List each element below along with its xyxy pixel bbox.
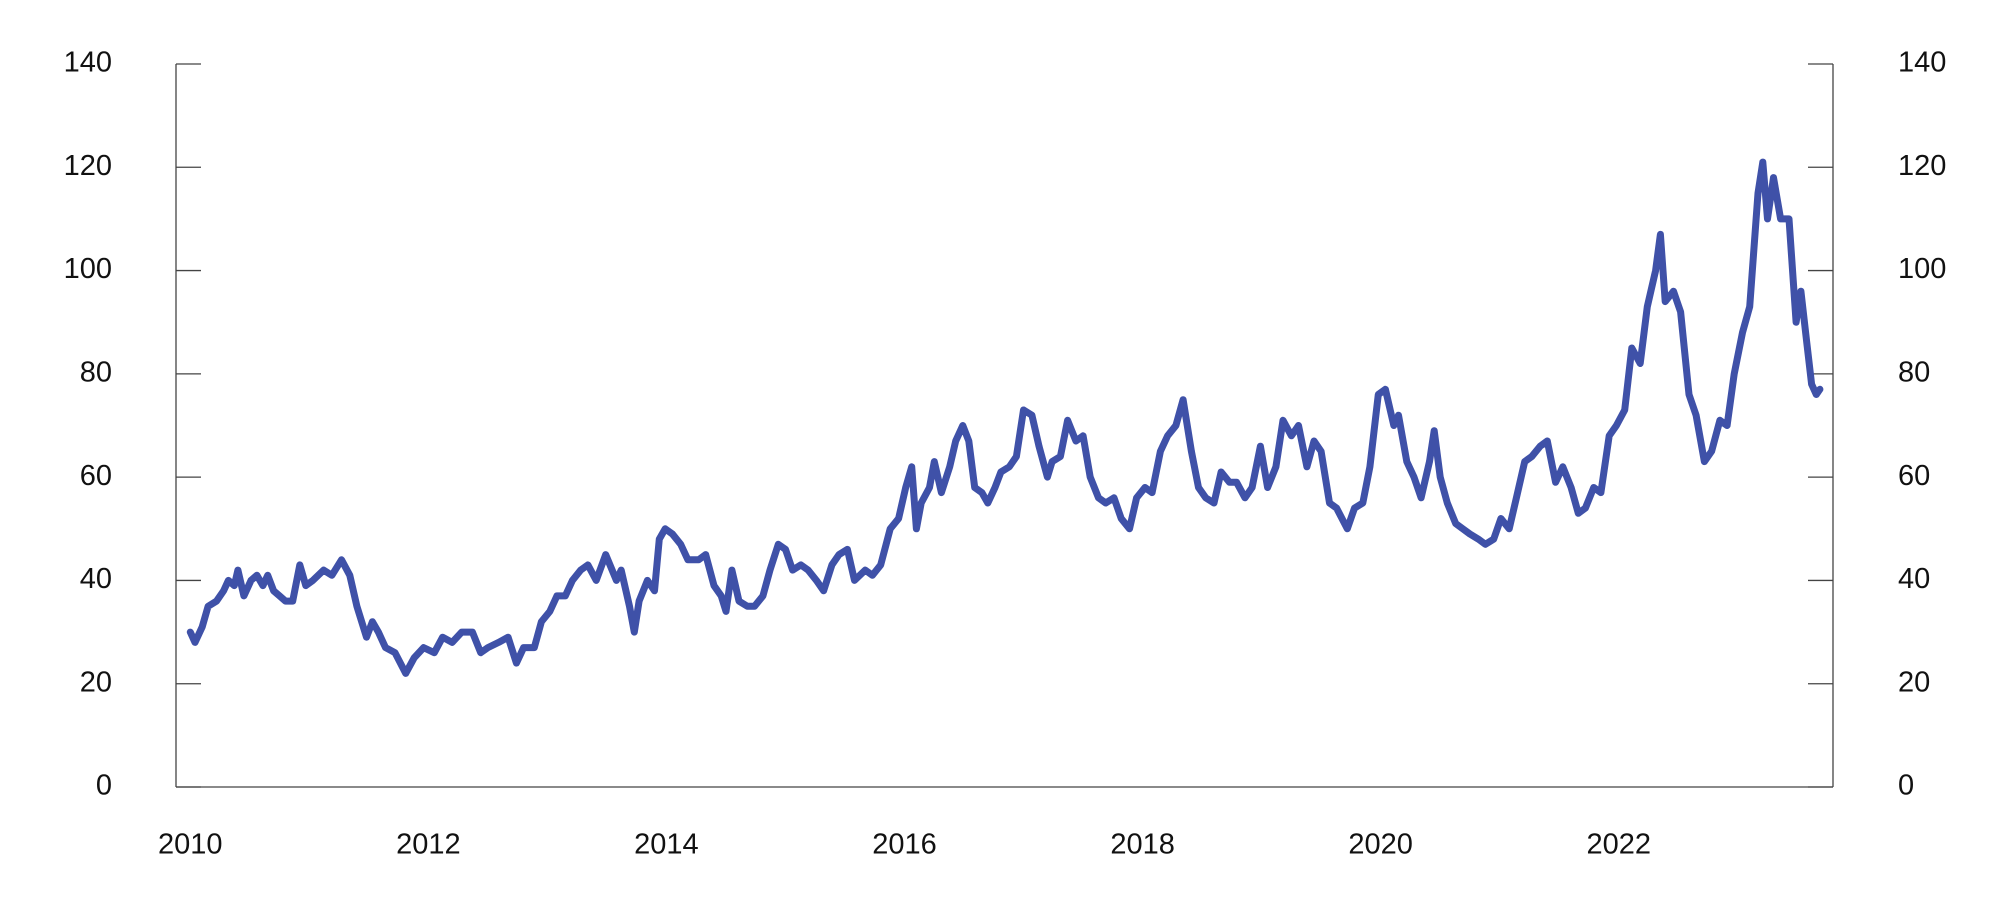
y2-tick-label: 60	[1898, 460, 1930, 492]
x-tick-label: 2020	[1348, 829, 1413, 861]
y2-tick-label: 0	[1898, 770, 1914, 802]
x-tick-label: 2012	[396, 829, 461, 861]
y-tick-label: 20	[80, 666, 112, 698]
y2-tick-label: 20	[1898, 666, 1930, 698]
y-tick-label: 100	[64, 253, 112, 285]
x-tick-label: 2022	[1586, 829, 1651, 861]
x-tick-label: 2010	[158, 829, 223, 861]
y-tick-label: 60	[80, 460, 112, 492]
y-tick-label: 0	[96, 770, 112, 802]
y-tick-label: 120	[64, 150, 112, 182]
x-tick-label: 2016	[872, 829, 937, 861]
y2-tick-label: 80	[1898, 357, 1930, 389]
series-line	[186, 158, 1824, 677]
y-tick-label: 140	[64, 47, 112, 79]
y-tick-label: 80	[80, 357, 112, 389]
y2-tick-label: 100	[1898, 253, 1946, 285]
y2-tick-label: 140	[1898, 47, 1946, 79]
y-tick-label: 40	[80, 563, 112, 595]
x-tick-label: 2014	[634, 829, 699, 861]
y2-tick-label: 40	[1898, 563, 1930, 595]
y2-tick-label: 120	[1898, 150, 1946, 182]
x-tick-label: 2018	[1110, 829, 1175, 861]
